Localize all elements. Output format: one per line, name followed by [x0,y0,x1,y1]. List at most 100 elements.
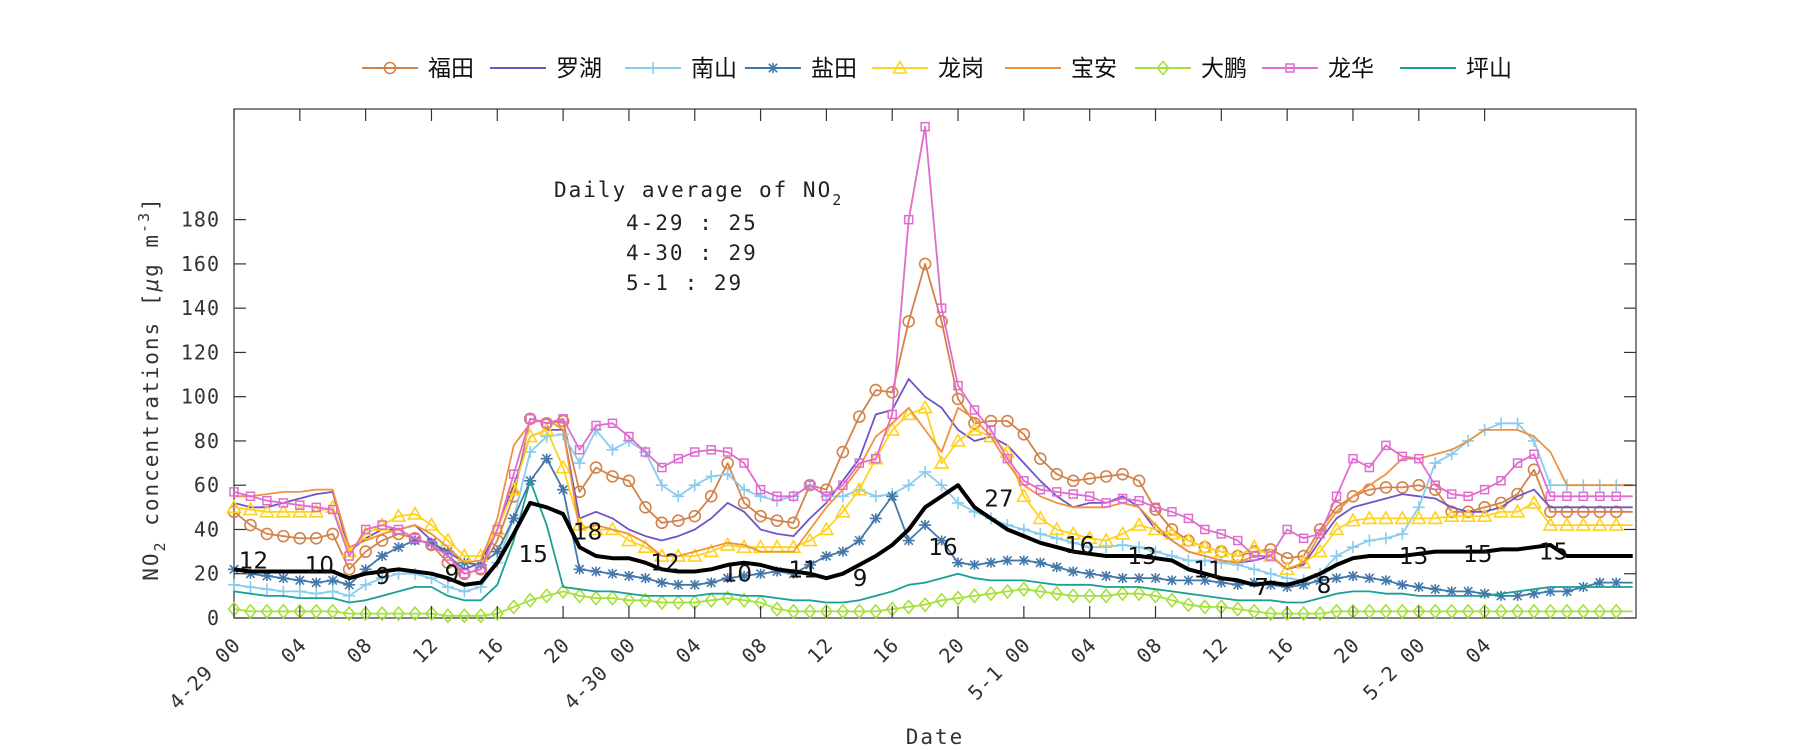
series-mean [233,483,1633,587]
data-point [1397,451,1408,462]
daily-mean-label: 9 [445,562,460,588]
x-tick-label: 04 [671,633,706,668]
data-point [1017,581,1031,597]
daily-mean-label: 16 [1065,533,1094,559]
legend-label: 盐田 [811,56,857,82]
y-axis: 0 20 40 60 80 100 120 140 160 180 [181,208,1636,630]
data-point [490,605,504,622]
legend-item: 盐田 [745,56,857,82]
data-point [1445,505,1458,519]
data-point [1182,554,1195,567]
data-point [327,504,338,515]
data-point [1363,573,1376,584]
data-point [1476,508,1493,523]
data-point [1529,449,1539,459]
series-station-8 [233,479,1633,604]
data-point [1100,541,1113,554]
data-point [1050,585,1064,602]
data-point [834,503,851,518]
legend-label: 龙岗 [938,56,984,82]
data-point [1396,579,1409,590]
data-point [359,545,372,558]
data-point [392,527,405,541]
data-point [655,479,668,492]
data-point [722,447,733,457]
data-point [1150,502,1161,513]
data-point [738,570,751,581]
data-point [573,564,586,575]
x-tick-label: 04 [1066,633,1101,668]
data-point [1509,503,1526,518]
legend-label: 坪山 [1466,56,1512,82]
data-point [1083,472,1096,485]
data-point [1167,507,1177,517]
data-point [1611,491,1622,502]
data-point [260,527,274,541]
data-point [935,479,948,492]
data-point [871,453,881,464]
data-point [836,445,850,459]
data-point [1576,603,1590,620]
data-point [1282,524,1292,535]
legend-label: 大鹏 [1201,56,1247,82]
data-point [1083,588,1097,604]
data-point [1512,458,1523,468]
y-tick-label: 120 [181,340,220,364]
legend-item: 龙岗 [872,56,984,82]
data-point [869,513,882,524]
data-point [1002,453,1013,464]
data-point [1001,555,1014,566]
data-point [984,585,998,602]
data-point [342,563,356,576]
legend-label: 罗湖 [556,56,602,82]
data-point [1198,575,1211,586]
legend-item: 宝安 [1005,56,1117,82]
y-tick-label: 100 [181,385,220,409]
daily-mean-label: 16 [928,535,957,561]
data-point [1463,491,1473,502]
x-tick-label: 20 [1329,633,1364,668]
data-point [310,577,323,588]
data-point [1066,474,1080,488]
data-point [1430,480,1440,490]
data-point [951,392,965,406]
data-point [1527,588,1540,599]
data-point [1346,570,1359,581]
data-point [343,579,356,590]
series-line [233,378,1633,571]
data-point [1544,586,1557,597]
data-point [1412,582,1425,593]
data-point [1378,510,1394,525]
annotation-line: 4-29 : 25 [626,211,758,235]
data-point [953,380,963,391]
data-point [1196,539,1213,553]
data-point [1495,417,1508,430]
data-point [1410,510,1427,525]
data-point [1559,516,1575,531]
data-point [1595,491,1605,502]
data-point [952,496,965,509]
data-point [885,385,899,399]
data-point [802,532,818,547]
data-point [853,535,866,546]
data-point [1280,605,1294,622]
data-point [1180,532,1197,547]
daily-mean-label: 12 [650,551,679,577]
data-point [458,585,471,598]
data-point [638,592,652,609]
series-station-5 [234,406,1633,571]
data-point [1511,590,1524,601]
data-point [1313,605,1327,622]
data-point [704,592,718,609]
data-point [884,421,901,436]
daily-mean-label: 9 [376,564,391,590]
daily-mean-labels: 12 10 9 9 15 18 12 10 11 9 16 27 16 13 11 7 8 13 15 15 [239,486,1568,601]
data-point [852,603,866,620]
data-point [672,490,685,503]
data-point [787,516,800,530]
data-point [1362,603,1376,620]
data-point [805,480,815,490]
data-point [688,479,701,492]
y-tick-label: 0 [207,606,220,630]
data-point [624,431,634,442]
